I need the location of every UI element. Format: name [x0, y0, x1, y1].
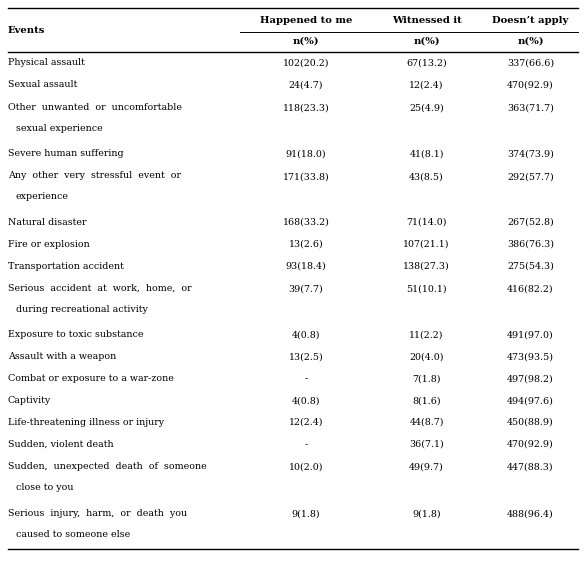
- Text: 9(1.8): 9(1.8): [292, 510, 321, 519]
- Text: 49(9.7): 49(9.7): [409, 463, 444, 472]
- Text: close to you: close to you: [16, 483, 73, 492]
- Text: 488(96.4): 488(96.4): [507, 510, 554, 519]
- Text: 363(71.7): 363(71.7): [507, 104, 554, 112]
- Text: Combat or exposure to a war-zone: Combat or exposure to a war-zone: [8, 374, 174, 383]
- Text: Exposure to toxic substance: Exposure to toxic substance: [8, 331, 144, 339]
- Text: 102(20.2): 102(20.2): [283, 59, 329, 68]
- Text: Sexual assault: Sexual assault: [8, 80, 77, 89]
- Text: n(%): n(%): [292, 36, 319, 46]
- Text: Other  unwanted  or  uncomfortable: Other unwanted or uncomfortable: [8, 103, 182, 112]
- Text: experience: experience: [16, 192, 69, 201]
- Text: 491(97.0): 491(97.0): [507, 331, 554, 339]
- Text: 416(82.2): 416(82.2): [507, 284, 554, 294]
- Text: 44(8.7): 44(8.7): [409, 418, 444, 427]
- Text: 374(73.9): 374(73.9): [507, 149, 554, 158]
- Text: Doesn’t apply: Doesn’t apply: [492, 15, 568, 24]
- Text: Fire or explosion: Fire or explosion: [8, 240, 90, 249]
- Text: Happened to me: Happened to me: [260, 15, 352, 24]
- Text: n(%): n(%): [413, 36, 440, 46]
- Text: -: -: [304, 440, 308, 449]
- Text: 93(18.4): 93(18.4): [285, 262, 326, 271]
- Text: Life-threatening illness or injury: Life-threatening illness or injury: [8, 418, 164, 427]
- Text: 13(2.5): 13(2.5): [289, 352, 323, 361]
- Text: 43(8.5): 43(8.5): [409, 172, 444, 181]
- Text: 10(2.0): 10(2.0): [289, 463, 323, 472]
- Text: Sudden,  unexpected  death  of  someone: Sudden, unexpected death of someone: [8, 462, 207, 471]
- Text: Sudden, violent death: Sudden, violent death: [8, 440, 114, 449]
- Text: 118(23.3): 118(23.3): [282, 104, 329, 112]
- Text: 39(7.7): 39(7.7): [289, 284, 323, 294]
- Text: 71(14.0): 71(14.0): [406, 218, 447, 227]
- Text: Serious  injury,  harm,  or  death  you: Serious injury, harm, or death you: [8, 509, 187, 518]
- Text: 447(88.3): 447(88.3): [507, 463, 554, 472]
- Text: 91(18.0): 91(18.0): [286, 149, 326, 158]
- Text: 450(88.9): 450(88.9): [507, 418, 554, 427]
- Text: sexual experience: sexual experience: [16, 123, 103, 133]
- Text: caused to someone else: caused to someone else: [16, 530, 130, 539]
- Text: Assault with a weapon: Assault with a weapon: [8, 352, 116, 361]
- Text: 337(66.6): 337(66.6): [507, 59, 554, 68]
- Text: 168(33.2): 168(33.2): [282, 218, 329, 227]
- Text: 470(92.9): 470(92.9): [507, 80, 554, 89]
- Text: 8(1.6): 8(1.6): [412, 396, 441, 405]
- Text: 11(2.2): 11(2.2): [409, 331, 444, 339]
- Text: -: -: [304, 374, 308, 383]
- Text: 41(8.1): 41(8.1): [409, 149, 444, 158]
- Text: Captivity: Captivity: [8, 396, 51, 405]
- Text: 292(57.7): 292(57.7): [507, 172, 554, 181]
- Text: 275(54.3): 275(54.3): [507, 262, 554, 271]
- Text: 4(0.8): 4(0.8): [292, 331, 321, 339]
- Text: 12(2.4): 12(2.4): [289, 418, 323, 427]
- Text: 470(92.9): 470(92.9): [507, 440, 554, 449]
- Text: 107(21.1): 107(21.1): [403, 240, 449, 249]
- Text: Physical assault: Physical assault: [8, 59, 85, 68]
- Text: Natural disaster: Natural disaster: [8, 218, 87, 227]
- Text: 138(27.3): 138(27.3): [403, 262, 450, 271]
- Text: 24(4.7): 24(4.7): [289, 80, 323, 89]
- Text: 51(10.1): 51(10.1): [406, 284, 447, 294]
- Text: during recreational activity: during recreational activity: [16, 305, 148, 314]
- Text: 267(52.8): 267(52.8): [507, 218, 554, 227]
- Text: 25(4.9): 25(4.9): [409, 104, 444, 112]
- Text: 497(98.2): 497(98.2): [507, 374, 554, 383]
- Text: Transportation accident: Transportation accident: [8, 262, 124, 271]
- Text: 7(1.8): 7(1.8): [412, 374, 441, 383]
- Text: 494(97.6): 494(97.6): [507, 396, 554, 405]
- Text: 13(2.6): 13(2.6): [289, 240, 323, 249]
- Text: 473(93.5): 473(93.5): [507, 352, 554, 361]
- Text: Witnessed it: Witnessed it: [391, 15, 461, 24]
- Text: 171(33.8): 171(33.8): [282, 172, 329, 181]
- Text: Any  other  very  stressful  event  or: Any other very stressful event or: [8, 171, 181, 180]
- Text: n(%): n(%): [517, 36, 544, 46]
- Text: 386(76.3): 386(76.3): [507, 240, 554, 249]
- Text: 36(7.1): 36(7.1): [409, 440, 444, 449]
- Text: Severe human suffering: Severe human suffering: [8, 149, 124, 158]
- Text: 4(0.8): 4(0.8): [292, 396, 321, 405]
- Text: Serious  accident  at  work,  home,  or: Serious accident at work, home, or: [8, 284, 192, 293]
- Text: 20(4.0): 20(4.0): [409, 352, 444, 361]
- Text: 12(2.4): 12(2.4): [409, 80, 444, 89]
- Text: 67(13.2): 67(13.2): [406, 59, 447, 68]
- Text: 9(1.8): 9(1.8): [412, 510, 441, 519]
- Text: Events: Events: [8, 26, 45, 35]
